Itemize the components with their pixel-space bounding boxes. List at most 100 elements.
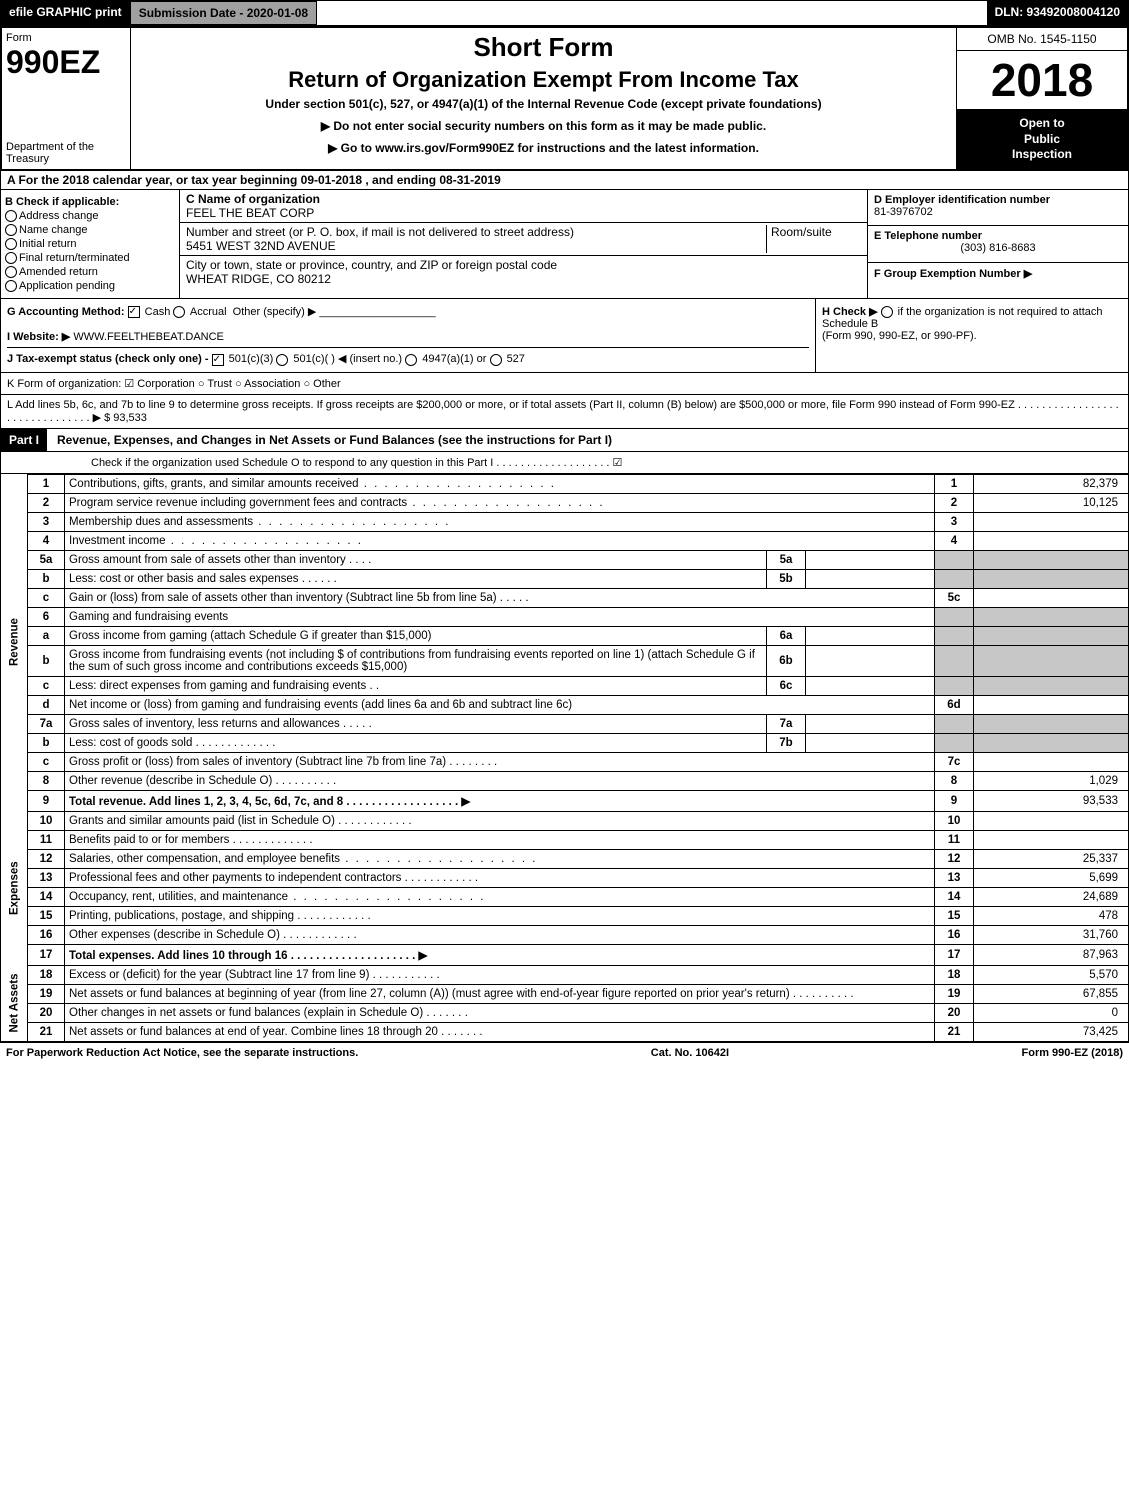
side-revenue: Revenue xyxy=(1,474,28,811)
ln-num: 21 xyxy=(28,1022,65,1041)
j-527: 527 xyxy=(507,353,525,365)
info-block: B Check if applicable: Address change Na… xyxy=(0,190,1129,300)
radio-icon[interactable] xyxy=(881,306,893,318)
ln-num: c xyxy=(28,676,65,695)
line-21: 21 Net assets or fund balances at end of… xyxy=(1,1022,1129,1041)
ln-sub: 5b xyxy=(767,569,806,588)
ln-amt-grey xyxy=(974,645,1129,676)
ln-ref: 2 xyxy=(935,493,974,512)
line-5b: b Less: cost or other basis and sales ex… xyxy=(1,569,1129,588)
form-label: Form xyxy=(6,32,126,44)
ln-amt: 67,855 xyxy=(974,984,1129,1003)
b-label-3: Final return/terminated xyxy=(19,252,130,264)
ln-ref: 16 xyxy=(935,925,974,944)
ln-desc: Membership dues and assessments xyxy=(69,516,253,528)
ln-desc: Net assets or fund balances at beginning… xyxy=(69,988,790,1000)
ln-ref: 13 xyxy=(935,868,974,887)
line-10: Expenses 10 Grants and similar amounts p… xyxy=(1,811,1129,830)
b-item-3: Final return/terminated xyxy=(5,252,175,264)
ln-num: 5a xyxy=(28,550,65,569)
line-6a: a Gross income from gaming (attach Sched… xyxy=(1,626,1129,645)
ln-subval xyxy=(806,676,935,695)
ln-num: 3 xyxy=(28,512,65,531)
ln-subval xyxy=(806,550,935,569)
ln-sub: 7b xyxy=(767,733,806,752)
ln-desc: Gaming and fundraising events xyxy=(65,607,935,626)
line-19: 19 Net assets or fund balances at beginn… xyxy=(1,984,1129,1003)
c-name-row: C Name of organization FEEL THE BEAT COR… xyxy=(180,190,867,223)
ln-desc: Gain or (loss) from sale of assets other… xyxy=(69,592,497,604)
ln-desc: Excess or (deficit) for the year (Subtra… xyxy=(69,969,369,981)
radio-icon[interactable] xyxy=(405,354,417,366)
ln-amt-grey xyxy=(974,714,1129,733)
ln-ref: 5c xyxy=(935,588,974,607)
section-a: A For the 2018 calendar year, or tax yea… xyxy=(0,171,1129,190)
ln-ref: 20 xyxy=(935,1003,974,1022)
org-name: FEEL THE BEAT CORP xyxy=(186,206,861,220)
ln-num: 16 xyxy=(28,925,65,944)
room-suite: Room/suite xyxy=(766,225,861,253)
footer-center: Cat. No. 10642I xyxy=(651,1047,729,1059)
ln-amt: 93,533 xyxy=(974,790,1129,811)
line-18: Net Assets 18 Excess or (deficit) for th… xyxy=(1,965,1129,984)
ln-sub: 6a xyxy=(767,626,806,645)
h-right: H Check ▶ if the organization is not req… xyxy=(816,299,1128,371)
checkbox-icon[interactable] xyxy=(128,306,140,318)
radio-icon[interactable] xyxy=(5,238,17,250)
line-6c: c Less: direct expenses from gaming and … xyxy=(1,676,1129,695)
j-501c3: 501(c)(3) xyxy=(229,353,274,365)
radio-icon[interactable] xyxy=(173,306,185,318)
radio-icon[interactable] xyxy=(5,252,17,264)
radio-icon[interactable] xyxy=(5,266,17,278)
b-label-1: Name change xyxy=(19,224,88,236)
ln-num: 8 xyxy=(28,771,65,790)
h-text2: (Form 990, 990-EZ, or 990-PF). xyxy=(822,330,977,342)
ln-amt: 0 xyxy=(974,1003,1129,1022)
ln-sub: 7a xyxy=(767,714,806,733)
radio-icon[interactable] xyxy=(5,280,17,292)
ln-desc: Salaries, other compensation, and employ… xyxy=(69,853,340,865)
ln-num: 2 xyxy=(28,493,65,512)
ln-ref: 19 xyxy=(935,984,974,1003)
radio-icon[interactable] xyxy=(5,210,17,222)
ln-ref: 7c xyxy=(935,752,974,771)
submission-date: Submission Date - 2020-01-08 xyxy=(130,1,317,25)
ln-desc: Gross income from gaming (attach Schedul… xyxy=(65,626,767,645)
dln-label: DLN: 93492008004120 xyxy=(987,1,1128,25)
ln-desc: Gross amount from sale of assets other t… xyxy=(69,554,346,566)
ln-desc: Less: cost of goods sold xyxy=(69,737,192,749)
b-item-2: Initial return xyxy=(5,238,175,250)
ln-ref: 3 xyxy=(935,512,974,531)
line-7c: c Gross profit or (loss) from sales of i… xyxy=(1,752,1129,771)
f-label: F Group Exemption Number ▶ xyxy=(874,268,1032,280)
radio-icon[interactable] xyxy=(490,354,502,366)
ln-amt: 25,337 xyxy=(974,849,1129,868)
radio-icon[interactable] xyxy=(276,354,288,366)
goto-line: ▶ Go to www.irs.gov/Form990EZ for instru… xyxy=(135,141,952,155)
line-7b: b Less: cost of goods sold . . . . . . .… xyxy=(1,733,1129,752)
b-item-0: Address change xyxy=(5,210,175,222)
checkbox-icon[interactable] xyxy=(212,354,224,366)
ln-ref: 17 xyxy=(935,944,974,965)
ln-num: 11 xyxy=(28,830,65,849)
top-bar: efile GRAPHIC print Submission Date - 20… xyxy=(0,0,1129,26)
line-14: 14 Occupancy, rent, utilities, and maint… xyxy=(1,887,1129,906)
j-label: J Tax-exempt status (check only one) - xyxy=(7,353,212,365)
ln-amt: 478 xyxy=(974,906,1129,925)
line-6b: b Gross income from fundraising events (… xyxy=(1,645,1129,676)
ln-num: 9 xyxy=(28,790,65,811)
tax-year: 2018 xyxy=(957,51,1127,110)
ein-value: 81-3976702 xyxy=(874,206,933,218)
part-i-checkline: Check if the organization used Schedule … xyxy=(0,452,1129,474)
part-i-header: Part I Revenue, Expenses, and Changes in… xyxy=(0,429,1129,452)
line-20: 20 Other changes in net assets or fund b… xyxy=(1,1003,1129,1022)
footer: For Paperwork Reduction Act Notice, see … xyxy=(0,1041,1129,1063)
ln-num: 15 xyxy=(28,906,65,925)
ln-desc: Net income or (loss) from gaming and fun… xyxy=(65,695,935,714)
ln-amt: 82,379 xyxy=(974,474,1129,493)
radio-icon[interactable] xyxy=(5,224,17,236)
ln-num: 19 xyxy=(28,984,65,1003)
ln-num: 1 xyxy=(28,474,65,493)
c-city-row: City or town, state or province, country… xyxy=(180,256,867,288)
ln-desc: Total revenue. Add lines 1, 2, 3, 4, 5c,… xyxy=(65,790,935,811)
